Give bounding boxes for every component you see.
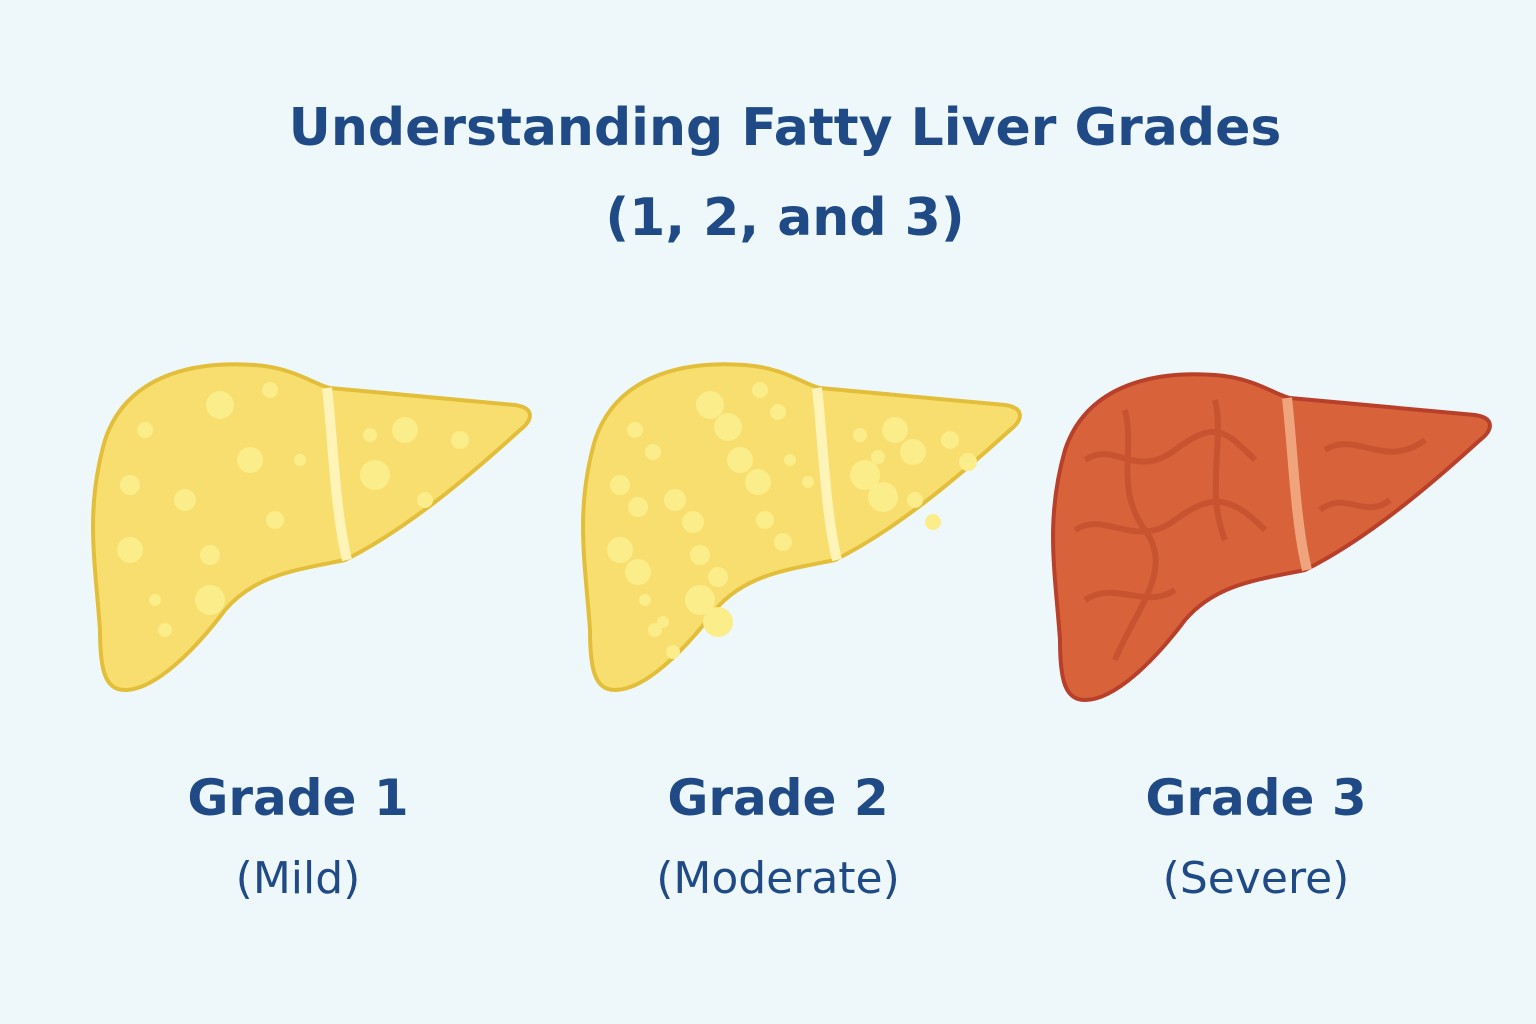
grade-label: Grade 2	[667, 769, 888, 827]
grade-severity: (Severe)	[1163, 853, 1350, 904]
title-line: Understanding Fatty Liver Grades	[289, 98, 1282, 158]
grade-severity: (Moderate)	[656, 853, 900, 904]
grade-label: Grade 3	[1145, 769, 1366, 827]
liver-grade-2	[581, 362, 1022, 692]
liver-grade-3	[1051, 372, 1492, 702]
title-line: (1, 2, and 3)	[605, 188, 964, 248]
grade-severity: (Mild)	[236, 853, 361, 904]
liver-grade-1	[91, 362, 532, 692]
grade-label: Grade 1	[187, 769, 408, 827]
